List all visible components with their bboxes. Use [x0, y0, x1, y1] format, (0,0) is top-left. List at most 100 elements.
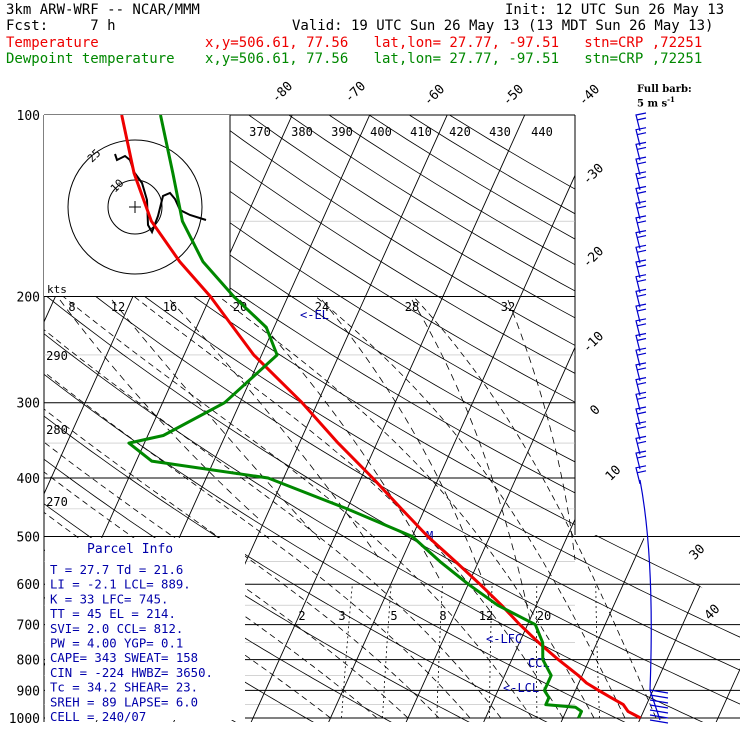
hodograph-speed-arc	[507, 299, 576, 561]
wind-barb	[635, 362, 647, 382]
dry-adiabat	[44, 115, 740, 722]
moist-adiabat	[413, 296, 657, 719]
parcel-info-row: LI = -2.1 LCL= 889.	[50, 578, 191, 592]
wind-barb	[635, 215, 647, 235]
pressure-label: 700	[17, 619, 40, 634]
dry-adiabat	[44, 115, 740, 722]
dry-adiabat	[128, 115, 740, 722]
pressure-label: 600	[17, 578, 40, 593]
mixing-ratio-label: 5	[390, 609, 397, 623]
theta-label: 390	[331, 125, 353, 139]
isotherm-label: -50	[500, 82, 527, 109]
parcel-info-row: CAPE= 343 SWEAT= 158	[50, 651, 198, 665]
hodograph-speed-label: 20	[233, 300, 247, 314]
wind-barb	[635, 303, 647, 323]
full-barb-units: 5 m s	[637, 98, 668, 110]
parcel-info-row: SVI= 2.0 CCL= 812.	[50, 622, 183, 636]
parcel-info-row: TT = 45 EL = 214.	[50, 607, 176, 621]
wind-barb	[635, 112, 647, 132]
wind-barb	[635, 347, 647, 367]
m-annotation: M	[426, 529, 433, 543]
pressure-label: 500	[17, 530, 40, 545]
isotherm-label: -70	[342, 79, 369, 106]
wind-barb	[635, 450, 647, 470]
mixing-ratio-label: 20	[537, 609, 551, 623]
dry-adiabat	[47, 115, 740, 722]
hodograph-trace	[114, 153, 207, 235]
wind-barb	[635, 318, 647, 337]
temperature-location: x,y=506.61, 77.56 lat,lon= 27.77, -97.51…	[205, 35, 703, 51]
wind-barb	[649, 709, 669, 714]
dry-adiabat	[44, 115, 740, 722]
hodograph-speed-arc	[321, 299, 491, 601]
parcel-info-row: SREH = 89 LAPSE= 6.0	[50, 695, 198, 709]
moist-adiabat	[44, 296, 331, 719]
parcel-info-row: Tc = 34.2 SHEAR= 23.	[50, 681, 198, 695]
hodograph-speed-label: 8	[68, 300, 75, 314]
pressure-label: 900	[17, 684, 40, 699]
parcel-info-box	[45, 538, 245, 720]
isotherm-line	[324, 115, 603, 722]
valid-time: Valid: 19 UTC Sun 26 May 13 (13 MDT Sun …	[292, 18, 714, 34]
theta-label: 410	[410, 125, 432, 139]
pressure-label: 400	[17, 472, 40, 487]
wind-barb	[635, 465, 647, 484]
wind-barb	[635, 185, 647, 205]
isotherm-line	[634, 115, 740, 722]
wind-barb	[635, 141, 647, 161]
parcel-info-title: Parcel Info	[87, 542, 173, 557]
wind-barb	[635, 421, 647, 440]
pressure-label: 1000	[9, 712, 40, 727]
mixing-ratio-label: 3	[338, 609, 345, 623]
isotherm-label: -40	[576, 82, 603, 109]
isotherm-label: -30	[580, 161, 607, 188]
parcel-info-row: CELL = 240/07	[50, 710, 146, 724]
isotherm-label: 40	[702, 602, 724, 624]
theta-label: 420	[449, 125, 471, 139]
hodograph-background	[44, 115, 230, 296]
hodograph-speed-label: 12	[111, 300, 125, 314]
mixing-ratio-line	[535, 584, 538, 719]
dewpoint-legend: Dewpoint temperature	[6, 51, 175, 67]
moist-adiabat	[218, 296, 595, 719]
full-barb-legend: Full barb: 5 m s-1	[637, 85, 692, 109]
dry-adiabat	[44, 115, 722, 722]
isotherm-label: -60	[421, 82, 448, 109]
hodograph-speed-label: 24	[315, 300, 329, 314]
wind-barb	[649, 704, 669, 709]
theta-label: 440	[531, 125, 553, 139]
pressure-label: 300	[17, 397, 40, 412]
dewpoint-profile	[127, 115, 583, 719]
wind-barb	[649, 689, 669, 694]
lcl-annotation: <-LCL	[503, 681, 539, 695]
parcel-info-row: T = 27.7 Td = 21.6	[50, 563, 183, 577]
full-barb-label: Full barb:	[637, 84, 692, 95]
moist-adiabat	[44, 296, 471, 719]
isotherm-label: -10	[580, 329, 607, 356]
wind-barb	[635, 156, 647, 176]
wind-barb	[635, 200, 647, 220]
isotherm-label: 0	[587, 402, 603, 418]
wind-barb	[635, 274, 647, 293]
isotherm-line	[711, 115, 740, 722]
el-annotation: <-EL	[300, 308, 329, 322]
forecast-hour: Fcst: 7 h	[6, 18, 116, 34]
wind-barb	[635, 332, 647, 352]
init-time: Init: 12 UTC Sun 26 May 13	[505, 2, 725, 18]
moist-adiabat	[62, 296, 533, 719]
mixing-ratio-line	[382, 584, 392, 719]
wind-barb	[635, 230, 647, 249]
wind-barb	[635, 244, 647, 264]
moist-adiabat	[315, 296, 626, 719]
temperature-legend: Temperature	[6, 35, 99, 51]
isotherm-line	[246, 115, 526, 722]
mixing-ratio-line	[341, 584, 353, 719]
pressure-label: 200	[17, 291, 40, 306]
wind-barb	[635, 171, 647, 190]
dry-adiabat	[44, 115, 644, 722]
theta-label: 280	[46, 423, 68, 437]
hodograph-speed-label: 32	[501, 300, 515, 314]
lfc-annotation: <-LFC	[486, 632, 522, 646]
mixing-ratio-label: 2	[298, 609, 305, 623]
